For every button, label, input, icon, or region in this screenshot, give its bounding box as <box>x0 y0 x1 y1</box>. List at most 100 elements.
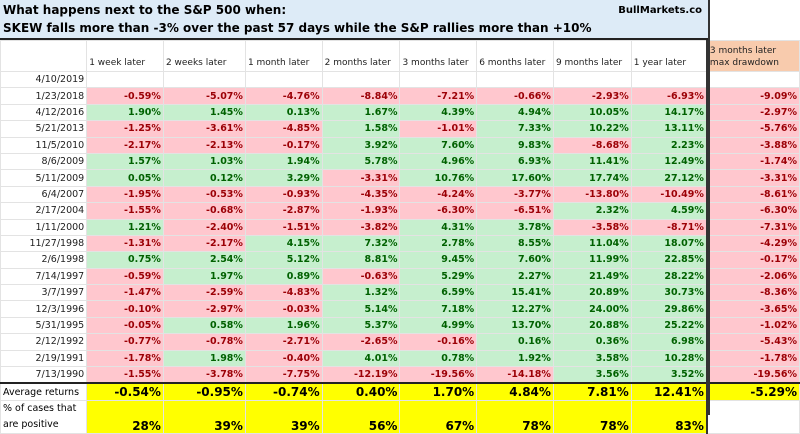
value-cell[interactable]: -3.61% <box>162 120 246 138</box>
value-cell[interactable]: -5.07% <box>162 87 246 105</box>
value-cell[interactable] <box>399 70 478 89</box>
value-cell[interactable]: 10.76% <box>399 169 478 187</box>
value-cell[interactable]: -2.17% <box>162 234 246 253</box>
value-cell[interactable]: -3.82% <box>321 218 401 236</box>
value-cell[interactable]: -3.58% <box>552 218 632 236</box>
value-cell[interactable]: 1.96% <box>244 316 323 335</box>
date-cell[interactable]: 5/11/2009 <box>0 169 88 187</box>
date-cell[interactable]: 2/6/1998 <box>0 251 88 269</box>
value-cell[interactable]: 7.32% <box>321 234 401 253</box>
value-cell[interactable]: 20.88% <box>552 316 632 335</box>
average-value[interactable]: -0.54% <box>86 382 164 401</box>
value-cell[interactable]: 27.12% <box>630 169 708 187</box>
value-cell[interactable]: 0.16% <box>476 333 554 351</box>
positive-value[interactable]: 56% <box>321 399 401 434</box>
value-cell[interactable]: -1.51% <box>244 218 323 236</box>
value-cell[interactable] <box>162 70 246 89</box>
value-cell[interactable]: 22.85% <box>630 251 708 269</box>
value-cell[interactable]: 4.01% <box>321 349 401 368</box>
column-header[interactable]: 2 months later <box>321 40 401 72</box>
value-cell[interactable]: 24.00% <box>552 300 632 318</box>
column-header[interactable]: 3 months later <box>399 40 478 72</box>
value-cell[interactable]: 7.60% <box>399 136 478 154</box>
value-cell[interactable]: 2.54% <box>162 251 246 269</box>
value-cell[interactable]: -3.65% <box>705 300 800 318</box>
value-cell[interactable]: -4.29% <box>705 234 800 253</box>
value-cell[interactable]: 29.86% <box>630 300 708 318</box>
value-cell[interactable]: 4.96% <box>399 152 478 171</box>
value-cell[interactable]: -14.18% <box>476 366 554 384</box>
value-cell[interactable]: 7.18% <box>399 300 478 318</box>
date-cell[interactable]: 11/5/2010 <box>0 136 88 154</box>
value-cell[interactable]: -2.06% <box>705 267 800 286</box>
value-cell[interactable]: -1.01% <box>399 120 478 138</box>
value-cell[interactable]: -0.16% <box>399 333 478 351</box>
value-cell[interactable]: 12.49% <box>630 152 708 171</box>
value-cell[interactable]: -12.19% <box>321 366 401 384</box>
value-cell[interactable]: -10.49% <box>630 185 708 204</box>
value-cell[interactable]: -1.31% <box>86 234 164 253</box>
value-cell[interactable]: 11.99% <box>552 251 632 269</box>
value-cell[interactable]: -8.68% <box>552 136 632 154</box>
value-cell[interactable]: 18.07% <box>630 234 708 253</box>
value-cell[interactable]: 4.31% <box>399 218 478 236</box>
value-cell[interactable]: -9.09% <box>705 87 800 105</box>
value-cell[interactable]: 13.70% <box>476 316 554 335</box>
value-cell[interactable]: 3.58% <box>552 349 632 368</box>
value-cell[interactable]: 0.89% <box>244 267 323 286</box>
value-cell[interactable]: 5.37% <box>321 316 401 335</box>
value-cell[interactable]: -0.53% <box>162 185 246 204</box>
value-cell[interactable] <box>705 70 800 89</box>
value-cell[interactable]: -7.21% <box>399 87 478 105</box>
value-cell[interactable]: 11.41% <box>552 152 632 171</box>
value-cell[interactable]: 28.22% <box>630 267 708 286</box>
value-cell[interactable]: 3.78% <box>476 218 554 236</box>
value-cell[interactable]: 5.14% <box>321 300 401 318</box>
value-cell[interactable]: -2.13% <box>162 136 246 154</box>
value-cell[interactable]: -1.02% <box>705 316 800 335</box>
value-cell[interactable]: 9.45% <box>399 251 478 269</box>
value-cell[interactable]: -6.51% <box>476 202 554 220</box>
value-cell[interactable]: -8.84% <box>321 87 401 105</box>
value-cell[interactable]: -1.74% <box>705 152 800 171</box>
value-cell[interactable]: 1.92% <box>476 349 554 368</box>
date-cell[interactable]: 11/27/1998 <box>0 234 88 253</box>
value-cell[interactable]: 10.22% <box>552 120 632 138</box>
date-cell[interactable]: 7/14/1997 <box>0 267 88 286</box>
date-cell[interactable]: 12/3/1996 <box>0 300 88 318</box>
value-cell[interactable]: -3.31% <box>321 169 401 187</box>
date-cell[interactable]: 7/13/1990 <box>0 366 88 384</box>
value-cell[interactable]: -8.61% <box>705 185 800 204</box>
value-cell[interactable]: -5.76% <box>705 120 800 138</box>
column-header[interactable]: 1 month later <box>244 40 323 72</box>
value-cell[interactable]: 10.28% <box>630 349 708 368</box>
value-cell[interactable]: 2.32% <box>552 202 632 220</box>
value-cell[interactable]: -0.93% <box>244 185 323 204</box>
value-cell[interactable]: 2.78% <box>399 234 478 253</box>
value-cell[interactable]: -2.65% <box>321 333 401 351</box>
average-value[interactable]: 4.84% <box>476 382 554 401</box>
value-cell[interactable]: -2.59% <box>162 284 246 302</box>
value-cell[interactable]: -4.35% <box>321 185 401 204</box>
average-value[interactable]: 1.70% <box>399 382 478 401</box>
value-cell[interactable]: 14.17% <box>630 103 708 122</box>
value-cell[interactable]: 5.12% <box>244 251 323 269</box>
value-cell[interactable]: -3.77% <box>476 185 554 204</box>
value-cell[interactable]: -1.55% <box>86 366 164 384</box>
value-cell[interactable]: -4.76% <box>244 87 323 105</box>
value-cell[interactable]: -4.83% <box>244 284 323 302</box>
value-cell[interactable]: -1.47% <box>86 284 164 302</box>
value-cell[interactable]: 3.29% <box>244 169 323 187</box>
value-cell[interactable]: 5.78% <box>321 152 401 171</box>
value-cell[interactable]: 7.33% <box>476 120 554 138</box>
value-cell[interactable]: -8.71% <box>630 218 708 236</box>
value-cell[interactable]: -6.30% <box>705 202 800 220</box>
value-cell[interactable]: -0.17% <box>705 251 800 269</box>
value-cell[interactable]: 4.39% <box>399 103 478 122</box>
value-cell[interactable]: 12.27% <box>476 300 554 318</box>
value-cell[interactable]: 30.73% <box>630 284 708 302</box>
value-cell[interactable]: -19.56% <box>705 366 800 384</box>
value-cell[interactable] <box>476 70 554 89</box>
value-cell[interactable]: 17.60% <box>476 169 554 187</box>
value-cell[interactable]: -19.56% <box>399 366 478 384</box>
